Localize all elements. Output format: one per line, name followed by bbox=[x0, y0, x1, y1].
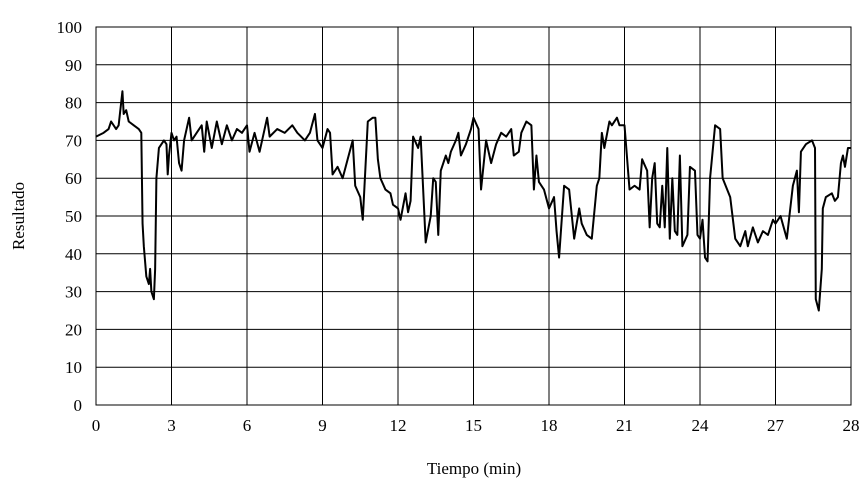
y-tick-label: 70 bbox=[65, 131, 82, 150]
x-tick-label: 28 bbox=[843, 416, 860, 435]
y-tick-label: 20 bbox=[65, 320, 82, 339]
x-tick-label: 21 bbox=[616, 416, 633, 435]
y-tick-label: 10 bbox=[65, 358, 82, 377]
x-tick-label: 24 bbox=[692, 416, 710, 435]
y-tick-label: 60 bbox=[65, 169, 82, 188]
x-tick-label: 3 bbox=[167, 416, 176, 435]
x-tick-label: 9 bbox=[318, 416, 327, 435]
y-tick-label: 50 bbox=[65, 207, 82, 226]
x-tick-label: 27 bbox=[767, 416, 785, 435]
y-tick-label: 30 bbox=[65, 283, 82, 302]
y-tick-label: 80 bbox=[65, 94, 82, 113]
y-tick-label: 40 bbox=[65, 245, 82, 264]
data-line bbox=[95, 90, 851, 312]
x-axis-label: Tiempo (min) bbox=[427, 459, 521, 478]
y-axis-label: Resultado bbox=[9, 182, 28, 250]
y-tick-label: 0 bbox=[74, 396, 83, 415]
y-tick-label: 100 bbox=[57, 18, 83, 37]
plot-frame bbox=[95, 26, 852, 406]
x-tick-label: 0 bbox=[92, 416, 101, 435]
x-tick-label: 12 bbox=[390, 416, 407, 435]
x-tick-label: 6 bbox=[243, 416, 252, 435]
x-tick-label: 18 bbox=[541, 416, 558, 435]
x-tick-label: 15 bbox=[465, 416, 482, 435]
y-tick-label: 90 bbox=[65, 56, 82, 75]
